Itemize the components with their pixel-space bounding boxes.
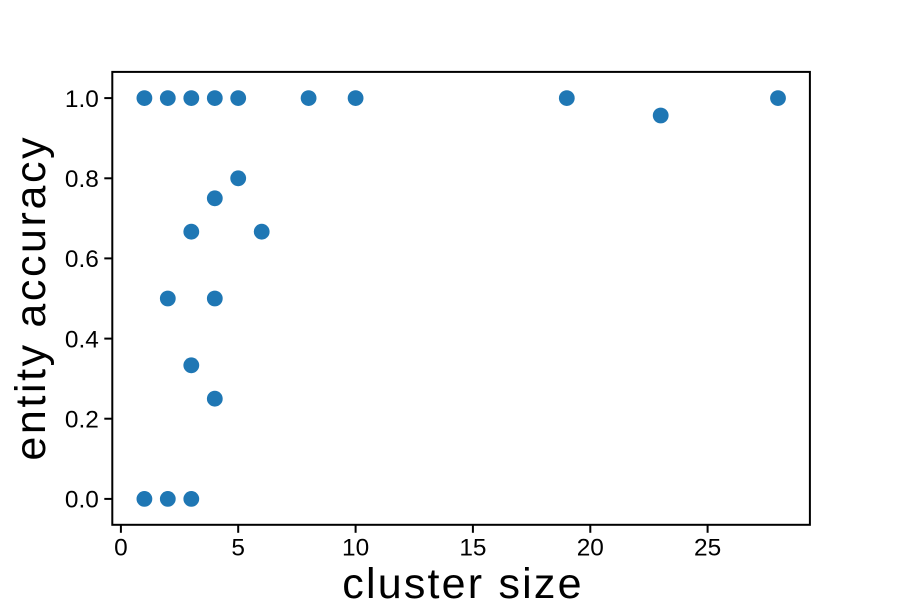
svg-text:0: 0: [114, 535, 128, 562]
svg-text:0.4: 0.4: [65, 326, 99, 353]
svg-text:15: 15: [459, 535, 486, 562]
svg-text:5: 5: [231, 535, 245, 562]
svg-text:entity accuracy: entity accuracy: [7, 135, 55, 461]
svg-text:0.0: 0.0: [65, 487, 99, 514]
svg-text:1.0: 1.0: [65, 86, 99, 113]
svg-text:cluster size: cluster size: [342, 560, 583, 600]
svg-text:0.6: 0.6: [65, 246, 99, 273]
svg-text:0.8: 0.8: [65, 166, 99, 193]
svg-text:25: 25: [694, 535, 721, 562]
svg-text:10: 10: [342, 535, 369, 562]
svg-text:0.2: 0.2: [65, 407, 99, 434]
svg-text:20: 20: [577, 535, 604, 562]
